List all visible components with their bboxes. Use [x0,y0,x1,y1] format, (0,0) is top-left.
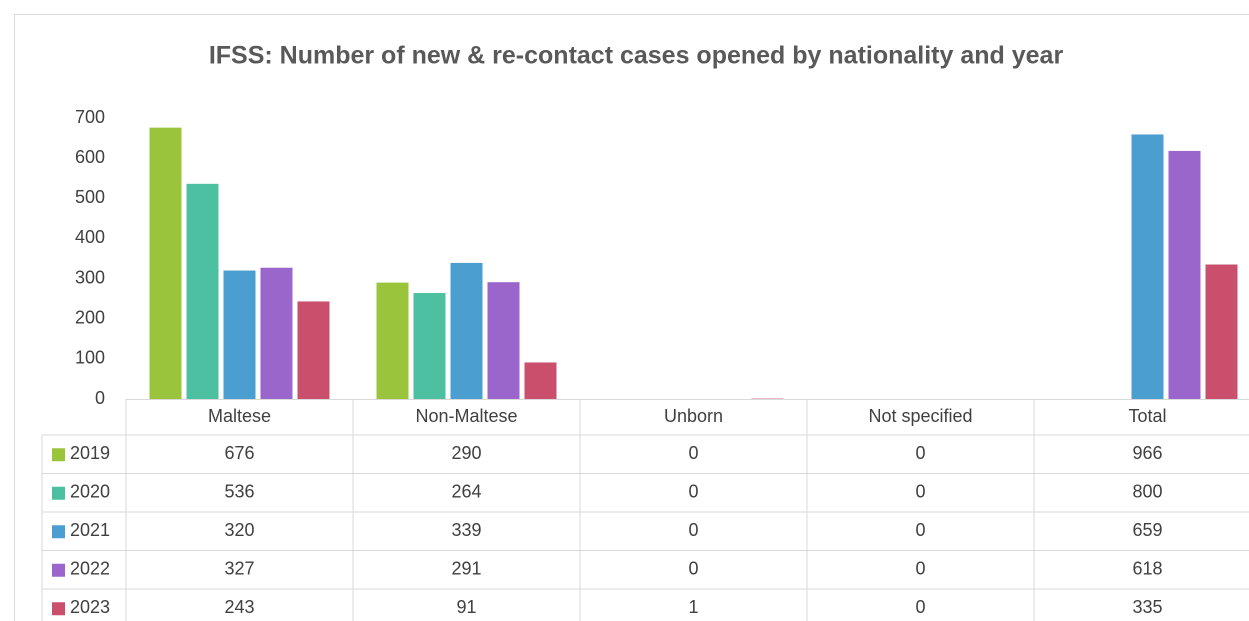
x-tick-label: Not specified [868,406,972,426]
legend-key [52,525,65,539]
y-tick-label: 100 [75,348,105,368]
bar [223,270,256,399]
bar [260,267,293,399]
bar [413,293,446,399]
legend-key [52,602,65,616]
table-cell: 290 [451,443,481,463]
table-cell: 800 [1132,482,1162,502]
legend-label: 2021 [70,520,110,540]
table-cell: 0 [915,443,925,463]
bar [376,282,409,399]
bar [186,183,219,399]
table-cell: 0 [915,559,925,579]
table-cell: 339 [451,520,481,540]
bar [1168,150,1201,399]
table-cell: 327 [224,559,254,579]
table-cell: 291 [451,559,481,579]
table-cell: 0 [688,520,698,540]
chart-title: IFSS: Number of new & re-contact cases o… [209,42,1064,70]
table-cell: 659 [1132,520,1162,540]
x-tick-label: Total [1128,406,1166,426]
y-tick-label: 0 [95,388,105,408]
legend-label: 2019 [70,443,110,463]
y-tick-label: 400 [75,227,105,247]
bar [297,301,330,399]
table-cell: 0 [688,559,698,579]
table-cell: 0 [915,482,925,502]
table-cell: 0 [915,520,925,540]
x-tick-label: Non-Maltese [415,406,517,426]
bar [1131,134,1164,400]
table-cell: 966 [1132,443,1162,463]
legend-key [52,563,65,577]
y-tick-label: 200 [75,307,105,327]
bar [1205,264,1238,399]
legend-label: 2020 [70,482,110,502]
bar [524,362,557,399]
y-tick-label: 300 [75,267,105,287]
bar [450,262,483,399]
y-tick-label: 700 [75,107,105,127]
table-cell: 676 [224,443,254,463]
chart-border [14,14,1249,621]
bar [149,127,182,400]
x-tick-label: Unborn [664,406,723,426]
legend-key [52,448,65,462]
table-cell: 536 [224,482,254,502]
y-tick-label: 500 [75,187,105,207]
bar [487,282,520,399]
legend-label: 2023 [70,597,110,617]
table-cell: 335 [1132,597,1162,617]
table-cell: 1 [688,597,698,617]
table-cell: 0 [688,482,698,502]
table-cell: 264 [451,482,481,502]
table-cell: 91 [456,597,476,617]
table-cell: 243 [224,597,254,617]
legend-key [52,486,65,500]
legend-label: 2022 [70,559,110,579]
table-cell: 0 [915,597,925,617]
x-tick-label: Maltese [208,406,271,426]
table-cell: 618 [1132,559,1162,579]
y-tick-label: 600 [75,147,105,167]
table-cell: 0 [688,443,698,463]
table-cell: 320 [224,520,254,540]
